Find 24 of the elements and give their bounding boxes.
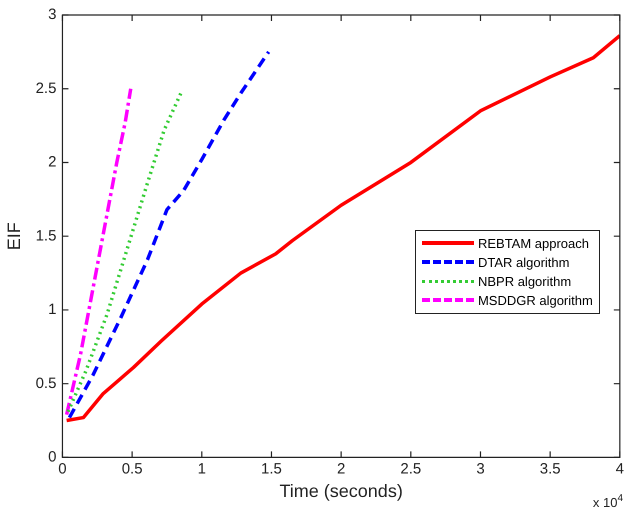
x-tick-label: 3.5: [540, 460, 561, 478]
y-tick-label: 3: [48, 6, 56, 24]
y-tick-label: 0.5: [36, 374, 56, 392]
y-axis-title: EIF: [4, 222, 24, 250]
y-tick-label: 0: [48, 448, 56, 466]
x-tick-label: 0.5: [122, 460, 143, 478]
x-axis-title: Time (seconds): [279, 481, 403, 502]
line-series: [64, 86, 132, 416]
legend-label: REBTAM approach: [478, 236, 589, 251]
x-tick-label: 2: [336, 460, 346, 478]
x-tick-label: 1: [198, 460, 206, 478]
x-tick-label: 4: [616, 460, 624, 478]
y-tick-label: 1: [48, 301, 56, 318]
legend-label: NBPR algorithm: [478, 274, 572, 289]
y-tick-label: 2: [48, 154, 56, 171]
line-series: [66, 91, 183, 414]
legend-label: MSDDGR algorithm: [478, 292, 593, 308]
y-tick-label: 1.5: [36, 227, 56, 244]
line-series: [68, 50, 270, 420]
legend-label: DTAR algorithm: [478, 254, 570, 270]
x-tick-label: 1.5: [261, 460, 282, 478]
y-tick-label: 2.5: [36, 80, 56, 97]
x-tick-label: 2.5: [400, 460, 422, 478]
x-tick-label: 3: [476, 460, 485, 478]
